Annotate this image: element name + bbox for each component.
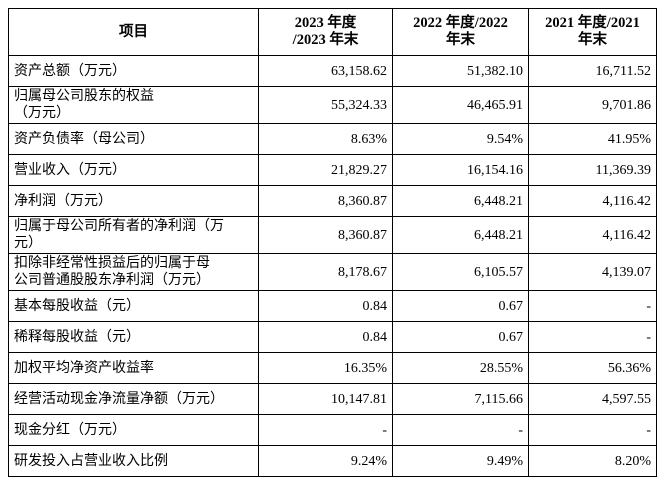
value-cell: 0.84 xyxy=(258,321,393,353)
value-cell: 6,448.21 xyxy=(392,185,529,217)
value-cell: 7,115.66 xyxy=(392,383,529,415)
value-cell: 4,139.07 xyxy=(528,253,657,291)
value-cell: 8,360.87 xyxy=(258,185,393,217)
label-cell: 净利润（万元） xyxy=(8,185,259,217)
header-row: 项目 2023 年度 /2023 年末 2022 年度/2022 年末 2021 年度… xyxy=(8,8,657,56)
label-cell: 资产负债率（母公司） xyxy=(8,123,259,155)
label-cell: 经营活动现金净流量净额（万元） xyxy=(8,383,259,415)
label-cell: 营业收入（万元） xyxy=(8,154,259,186)
table-row: 资产总额（万元） 63,158.62 51,382.10 16,711.52 xyxy=(8,55,657,87)
table-row: 研发投入占营业收入比例 9.24% 9.49% 8.20% xyxy=(8,445,657,477)
table-row: 营业收入（万元） 21,829.27 16,154.16 11,369.39 xyxy=(8,154,657,186)
value-cell: 16,154.16 xyxy=(392,154,529,186)
value-cell: 0.67 xyxy=(392,321,529,353)
table-row: 经营活动现金净流量净额（万元） 10,147.81 7,115.66 4,597.55 xyxy=(8,383,657,415)
value-cell: 4,597.55 xyxy=(528,383,657,415)
table-row: 基本每股收益（元） 0.84 0.67- xyxy=(8,290,657,322)
value-cell: - xyxy=(528,321,657,353)
label-cell: 稀释每股收益（元） xyxy=(8,321,259,353)
value-cell: 0.67 xyxy=(392,290,529,322)
value-cell: 9,701.86 xyxy=(528,86,657,124)
label-cell: 加权平均净资产收益率 xyxy=(8,352,259,384)
label-cell: 扣除非经常性损益后的归属于母 公司普通股股东净利润（万元） xyxy=(8,253,259,291)
value-cell: 21,829.27 xyxy=(258,154,393,186)
value-cell: 9.49% xyxy=(392,445,529,477)
label-cell: 资产总额（万元） xyxy=(8,55,259,87)
value-cell: 8.63% xyxy=(258,123,393,155)
table-row: 稀释每股收益（元） 0.84 0.67- xyxy=(8,321,657,353)
label-cell: 研发投入占营业收入比例 xyxy=(8,445,259,477)
table-row: 现金分红（万元） - - - xyxy=(8,414,657,446)
value-cell: 41.95% xyxy=(528,123,657,155)
value-cell: 46,465.91 xyxy=(392,86,529,124)
value-cell: - xyxy=(528,414,657,446)
value-cell: 6,448.21 xyxy=(392,216,529,254)
table-row: 净利润（万元） 8,360.87 6,448.21 4,116.42 xyxy=(8,185,657,217)
value-cell: 63,158.62 xyxy=(258,55,393,87)
value-cell: - xyxy=(528,290,657,322)
label-cell: 现金分红（万元） xyxy=(8,414,259,446)
header-cell: 2022 年度/2022 年末 xyxy=(392,8,529,56)
value-cell: - xyxy=(392,414,529,446)
value-cell: 16.35% xyxy=(258,352,393,384)
value-cell: 16,711.52 xyxy=(528,55,657,87)
value-cell: 56.36% xyxy=(528,352,657,384)
table-body: 资产总额（万元） 63,158.62 51,382.10 16,711.52 归属母公司… xyxy=(8,55,657,477)
value-cell: 9.54% xyxy=(392,123,529,155)
value-cell: 10,147.81 xyxy=(258,383,393,415)
value-cell: 8.20% xyxy=(528,445,657,477)
value-cell: 4,116.42 xyxy=(528,185,657,217)
value-cell: 4,116.42 xyxy=(528,216,657,254)
value-cell: 51,382.10 xyxy=(392,55,529,87)
value-cell: 9.24% xyxy=(258,445,393,477)
header-cell: 2021 年度/2021 年末 xyxy=(528,8,657,56)
value-cell: - xyxy=(258,414,393,446)
label-cell: 归属母公司股东的权益 （万元） xyxy=(8,86,259,124)
value-cell: 8,178.67 xyxy=(258,253,393,291)
table-row: 归属于母公司所有者的净利润（万 元） 8,360.87 6,448.21 4,116.… xyxy=(8,216,657,254)
value-cell: 11,369.39 xyxy=(528,154,657,186)
financial-table: 项目 2023 年度 /2023 年末 2022 年度/2022 年末 2021 年度… xyxy=(8,8,657,477)
table-row: 扣除非经常性损益后的归属于母 公司普通股股东净利润（万元） 8,178.67 6,1… xyxy=(8,253,657,291)
value-cell: 55,324.33 xyxy=(258,86,393,124)
value-cell: 8,360.87 xyxy=(258,216,393,254)
value-cell: 0.84 xyxy=(258,290,393,322)
header-cell: 2023 年度 /2023 年末 xyxy=(258,8,393,56)
value-cell: 6,105.57 xyxy=(392,253,529,291)
table-row: 归属母公司股东的权益 （万元） 55,324.33 46,465.91 9,701.8… xyxy=(8,86,657,124)
header-cell: 项目 xyxy=(8,8,259,56)
table-row: 资产负债率（母公司） 8.63% 9.54% 41.95% xyxy=(8,123,657,155)
table-row: 加权平均净资产收益率 16.35% 28.55% 56.36% xyxy=(8,352,657,384)
value-cell: 28.55% xyxy=(392,352,529,384)
label-cell: 基本每股收益（元） xyxy=(8,290,259,322)
label-cell: 归属于母公司所有者的净利润（万 元） xyxy=(8,216,259,254)
